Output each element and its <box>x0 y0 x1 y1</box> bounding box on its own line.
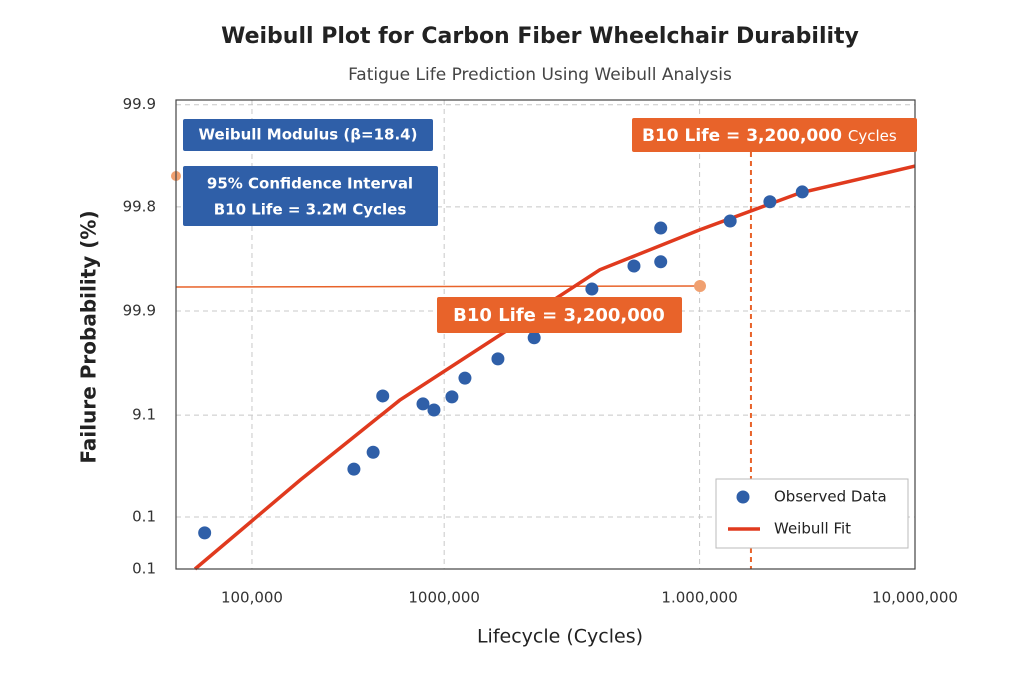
annotation-text: B10 Life = 3,200,000 <box>453 305 665 326</box>
plot-frame <box>175 99 916 570</box>
reference-dot <box>694 280 706 292</box>
annotation-b10-mid: B10 Life = 3,200,000 <box>437 297 682 333</box>
annotation-b10-top: B10 Life = 3,200,000 Cycles <box>632 118 917 152</box>
data-point <box>427 403 441 417</box>
annotation-text: Cycles <box>848 127 897 145</box>
annotation-text: 95% Confidence Interval <box>207 175 413 193</box>
y-tick-label: 99.9 <box>123 95 156 113</box>
x-tick-label: 100,000 <box>221 589 283 607</box>
data-point <box>654 221 668 235</box>
svg-text:B10 Life = 3,200,000 Cycles: B10 Life = 3,200,000 Cycles <box>642 126 897 146</box>
x-tick-label: 10,000,000 <box>872 589 958 607</box>
legend-swatch <box>736 490 750 504</box>
legend-label: Observed Data <box>774 488 887 506</box>
y-tick-label: 99.9 <box>123 302 156 320</box>
annotation-text: B10 Life = 3,200,000 <box>642 126 842 146</box>
y-tick-label: 9.1 <box>132 406 156 424</box>
chart-title: Weibull Plot for Carbon Fiber Wheelchair… <box>221 24 859 49</box>
data-point <box>654 255 668 269</box>
chart-subtitle: Fatigue Life Prediction Using Weibull An… <box>348 65 732 85</box>
y-tick-label: 99.8 <box>123 197 156 215</box>
data-point <box>627 259 641 273</box>
reference-line <box>175 285 701 288</box>
data-point <box>376 389 390 403</box>
annotation-text: Weibull Modulus (β=18.4) <box>199 126 418 144</box>
x-tick-label: 1000,000 <box>408 589 480 607</box>
data-point <box>198 526 212 540</box>
legend-label: Weibull Fit <box>774 520 851 538</box>
annotation-ci: 95% Confidence Interval B10 Life = 3.2M … <box>183 166 438 226</box>
y-tick-label: 0.1 <box>132 560 156 578</box>
annotation-modulus: Weibull Modulus (β=18.4) <box>183 119 433 151</box>
data-point <box>458 371 472 385</box>
data-point <box>416 397 430 411</box>
data-point <box>347 462 361 476</box>
y-axis-label: Failure Probability (%) <box>77 210 101 463</box>
legend: Observed Data Weibull Fit <box>715 478 909 549</box>
legend-box <box>715 478 909 549</box>
data-point <box>445 390 459 404</box>
data-point <box>795 185 809 199</box>
data-point <box>527 331 541 345</box>
data-point <box>366 445 380 459</box>
data-point <box>763 195 777 209</box>
annotation-text: B10 Life = 3.2M Cycles <box>214 201 407 219</box>
data-point <box>491 352 505 366</box>
x-axis-label: Lifecycle (Cycles) <box>477 626 643 648</box>
data-point <box>723 214 737 228</box>
y-tick-label: 0.1 <box>132 507 156 525</box>
x-tick-label: 1.000,000 <box>661 589 737 607</box>
data-point <box>585 282 599 296</box>
